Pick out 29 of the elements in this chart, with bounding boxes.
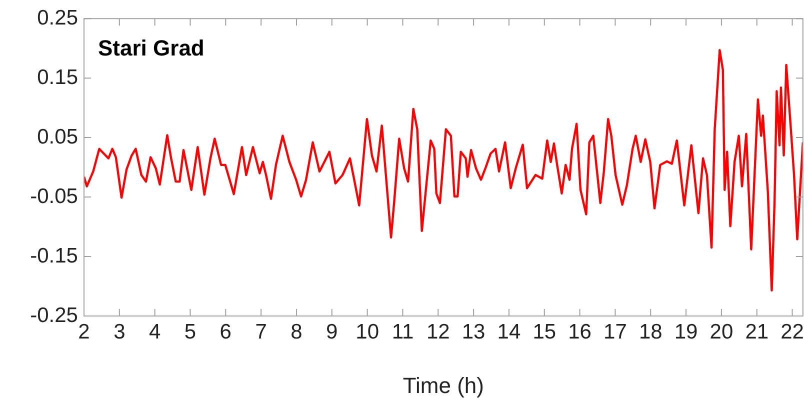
x-axis-title: Time (h) (402, 372, 484, 398)
x-tick-label: 16 (568, 320, 592, 344)
x-tick-label: 6 (220, 320, 232, 344)
y-tick-label: 0.15 (37, 66, 78, 89)
x-tick-label: 7 (255, 320, 267, 344)
y-tick-label: -0.25 (30, 304, 78, 327)
x-tick-label: 13 (462, 320, 486, 344)
text: Stari Grad (98, 36, 204, 61)
x-tick-label: 5 (184, 320, 196, 344)
x-tick-label: 9 (326, 320, 338, 344)
x-tick-label: 8 (290, 320, 302, 344)
x-tick-label: 11 (392, 320, 414, 344)
x-tick-label: 21 (745, 320, 769, 344)
x-tick-label: 20 (710, 320, 734, 344)
x-tick-label: 18 (638, 320, 662, 344)
x-tick-label: 15 (532, 320, 556, 344)
x-tick-label: 17 (604, 320, 627, 344)
y-tick-label: 0.05 (37, 125, 78, 148)
x-tick-label: 22 (780, 320, 804, 344)
x-tick-label: 2 (78, 320, 90, 344)
x-tick-label: 14 (497, 320, 521, 344)
y-tick-label: -0.15 (30, 244, 78, 268)
x-tick-label: 12 (426, 320, 450, 344)
y-tick-label: 0.25 (37, 6, 78, 30)
y-tick-label: -0.05 (30, 184, 78, 208)
x-tick-label: 3 (114, 320, 126, 344)
x-tick-label: 10 (356, 320, 379, 344)
x-tick-label: 19 (674, 320, 698, 344)
x-tick-label: 4 (148, 320, 161, 344)
